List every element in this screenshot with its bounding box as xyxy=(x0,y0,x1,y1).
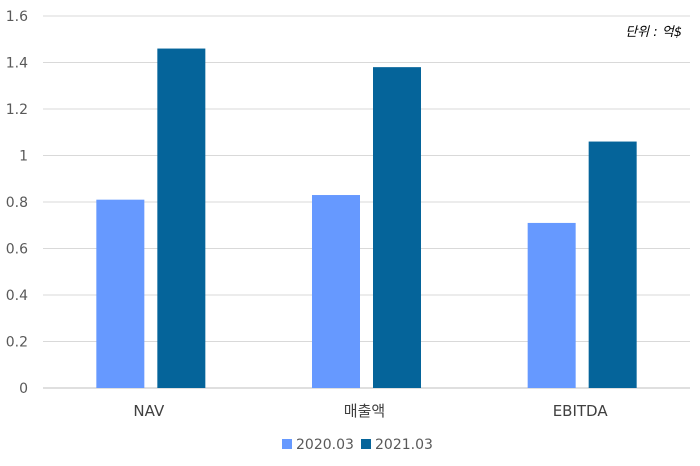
y-tick-label: 0.6 xyxy=(6,242,28,258)
legend-label-2020: 2020.03 xyxy=(296,437,354,453)
x-category-label: EBITDA xyxy=(553,402,609,420)
x-axis-categories: NAV 매출액 EBITDA xyxy=(133,402,608,420)
bar-2021.03-0 xyxy=(157,48,206,389)
bar-2020.03-0 xyxy=(96,199,145,388)
gridlines xyxy=(43,15,690,389)
bar-2021.03-1 xyxy=(373,67,421,389)
legend-swatch-2020 xyxy=(282,439,292,449)
bar-2020.03-1 xyxy=(312,195,360,388)
legend-label-2021: 2021.03 xyxy=(375,437,433,453)
x-category-label: 매출액 xyxy=(344,402,385,420)
y-tick-label: 0 xyxy=(19,381,28,397)
y-tick-label: 0.2 xyxy=(6,335,28,351)
bar-2021.03-2 xyxy=(588,141,637,388)
bars xyxy=(96,48,637,389)
y-tick-label: 1 xyxy=(19,149,28,165)
y-tick-label: 1.2 xyxy=(6,102,28,118)
x-category-label: NAV xyxy=(133,402,165,420)
legend-swatch-2021 xyxy=(361,439,371,449)
y-tick-label: 0.4 xyxy=(6,288,28,304)
y-tick-label: 1.4 xyxy=(6,56,28,72)
y-tick-label: 1.6 xyxy=(6,9,28,25)
unit-note: 단위 : 억$ xyxy=(625,25,682,40)
legend: 2020.03 2021.03 xyxy=(282,437,433,453)
y-tick-label: 0.8 xyxy=(6,195,28,211)
y-axis-ticks: 0 0.2 0.4 0.6 0.8 1 1.2 1.4 1.6 xyxy=(6,9,28,397)
bar-2020.03-2 xyxy=(527,222,576,388)
